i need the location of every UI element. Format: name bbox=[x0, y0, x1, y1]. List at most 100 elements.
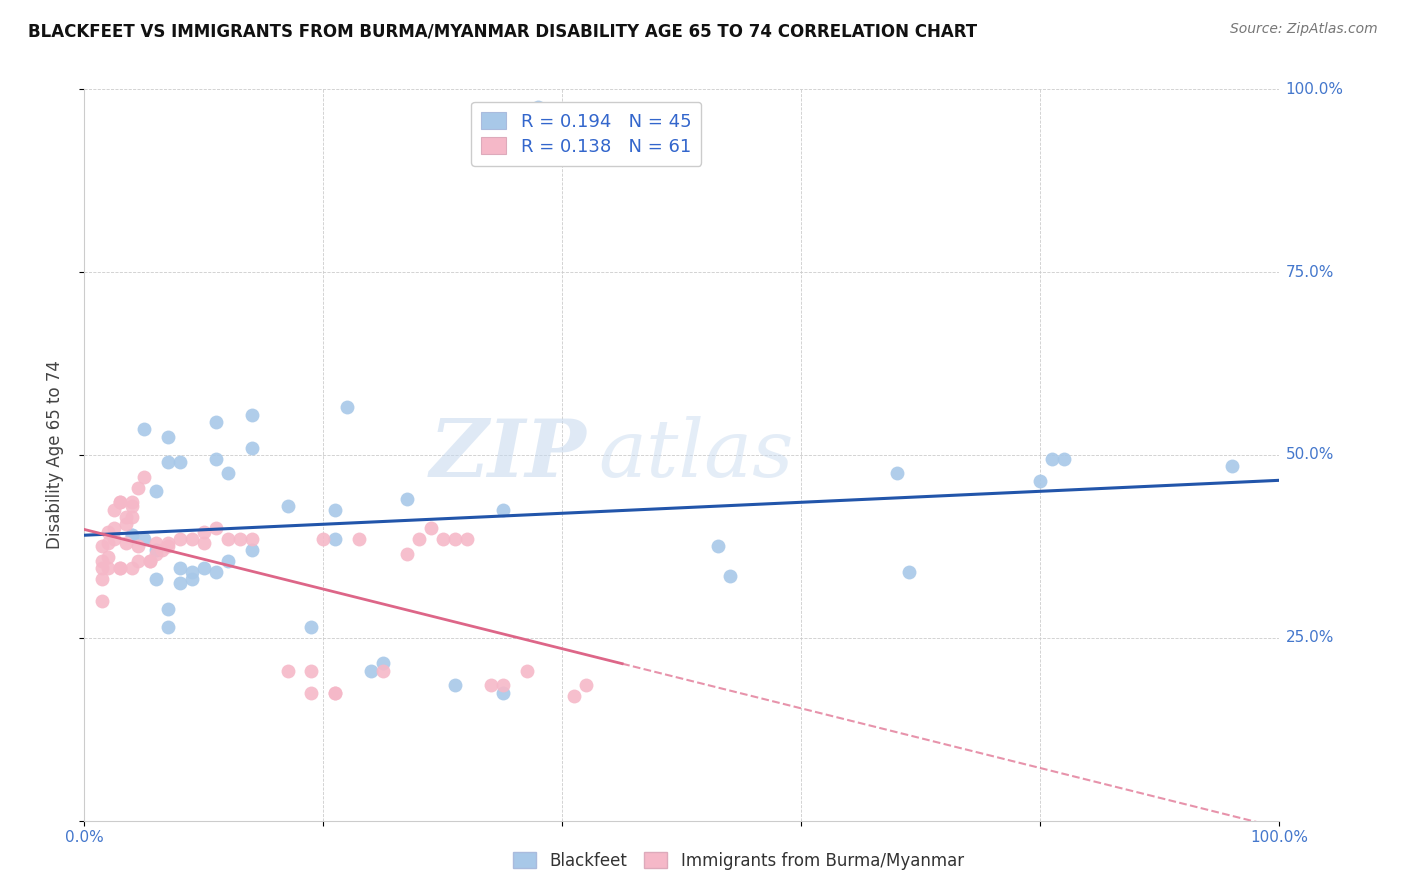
Point bbox=[121, 495, 143, 509]
Point bbox=[157, 539, 180, 553]
Point bbox=[205, 521, 228, 535]
Point bbox=[396, 547, 419, 561]
Point bbox=[301, 620, 323, 634]
Point bbox=[157, 620, 180, 634]
Point bbox=[419, 521, 441, 535]
Point bbox=[897, 565, 920, 579]
Legend: Blackfeet, Immigrants from Burma/Myanmar: Blackfeet, Immigrants from Burma/Myanmar bbox=[506, 845, 970, 877]
Point bbox=[157, 601, 180, 615]
Point bbox=[217, 466, 239, 480]
Point bbox=[132, 532, 156, 546]
Point bbox=[323, 532, 346, 546]
Point bbox=[145, 572, 167, 586]
Point bbox=[145, 535, 167, 549]
Point bbox=[456, 532, 478, 546]
Point bbox=[97, 550, 120, 565]
Point bbox=[91, 572, 114, 586]
Legend: R = 0.194   N = 45, R = 0.138   N = 61: R = 0.194 N = 45, R = 0.138 N = 61 bbox=[471, 102, 702, 166]
Point bbox=[127, 539, 149, 553]
Point bbox=[132, 422, 156, 436]
Point bbox=[169, 561, 191, 575]
Point bbox=[157, 455, 180, 469]
Point bbox=[228, 532, 252, 546]
Point bbox=[1053, 451, 1076, 466]
Point bbox=[336, 401, 359, 415]
Y-axis label: Disability Age 65 to 74: Disability Age 65 to 74 bbox=[45, 360, 63, 549]
Point bbox=[180, 565, 202, 579]
Point bbox=[349, 532, 371, 546]
Point bbox=[217, 532, 239, 546]
Text: 50.0%: 50.0% bbox=[1285, 448, 1334, 462]
Point bbox=[157, 430, 180, 444]
Point bbox=[145, 543, 167, 558]
Point bbox=[110, 561, 132, 575]
Point bbox=[240, 408, 263, 422]
Point bbox=[103, 503, 125, 517]
Point bbox=[180, 572, 202, 586]
Point bbox=[492, 678, 515, 692]
Point bbox=[121, 561, 143, 575]
Point bbox=[91, 539, 114, 553]
Text: 25.0%: 25.0% bbox=[1285, 631, 1334, 645]
Text: Source: ZipAtlas.com: Source: ZipAtlas.com bbox=[1230, 22, 1378, 37]
Point bbox=[157, 535, 180, 549]
Point bbox=[1040, 451, 1063, 466]
Text: ZIP: ZIP bbox=[429, 417, 586, 493]
Point bbox=[396, 491, 419, 506]
Point bbox=[886, 466, 908, 480]
Point bbox=[115, 535, 138, 549]
Point bbox=[115, 517, 138, 532]
Point bbox=[205, 451, 228, 466]
Point bbox=[408, 532, 430, 546]
Point bbox=[432, 532, 454, 546]
Point bbox=[91, 561, 114, 575]
Point bbox=[121, 510, 143, 524]
Point bbox=[240, 532, 263, 546]
Point bbox=[97, 524, 120, 539]
Point bbox=[145, 484, 167, 499]
Point bbox=[121, 528, 143, 542]
Point bbox=[127, 554, 149, 568]
Point bbox=[276, 664, 298, 678]
Point bbox=[193, 524, 215, 539]
Point bbox=[91, 554, 114, 568]
Point bbox=[169, 455, 191, 469]
Point bbox=[240, 543, 263, 558]
Text: 75.0%: 75.0% bbox=[1285, 265, 1334, 279]
Point bbox=[707, 539, 730, 553]
Point bbox=[150, 543, 173, 558]
Point bbox=[217, 554, 239, 568]
Point bbox=[193, 535, 215, 549]
Point bbox=[169, 576, 191, 591]
Point bbox=[91, 594, 114, 608]
Point bbox=[527, 101, 550, 115]
Point bbox=[371, 657, 394, 671]
Point bbox=[103, 521, 125, 535]
Point bbox=[127, 481, 149, 495]
Point bbox=[169, 532, 191, 546]
Point bbox=[371, 664, 394, 678]
Point bbox=[145, 547, 167, 561]
Point bbox=[1029, 474, 1052, 488]
Text: atlas: atlas bbox=[599, 417, 793, 493]
Point bbox=[193, 561, 215, 575]
Point bbox=[312, 532, 335, 546]
Point bbox=[97, 561, 120, 575]
Point bbox=[180, 532, 202, 546]
Point bbox=[115, 510, 138, 524]
Point bbox=[132, 470, 156, 484]
Text: 100.0%: 100.0% bbox=[1285, 82, 1344, 96]
Point bbox=[205, 415, 228, 429]
Point bbox=[121, 499, 143, 513]
Point bbox=[139, 554, 162, 568]
Point bbox=[360, 664, 382, 678]
Point bbox=[492, 686, 515, 700]
Point bbox=[444, 532, 467, 546]
Point bbox=[205, 565, 228, 579]
Point bbox=[97, 535, 120, 549]
Point bbox=[121, 528, 143, 542]
Point bbox=[240, 441, 263, 455]
Point bbox=[575, 678, 598, 692]
Point bbox=[301, 664, 323, 678]
Point bbox=[323, 686, 346, 700]
